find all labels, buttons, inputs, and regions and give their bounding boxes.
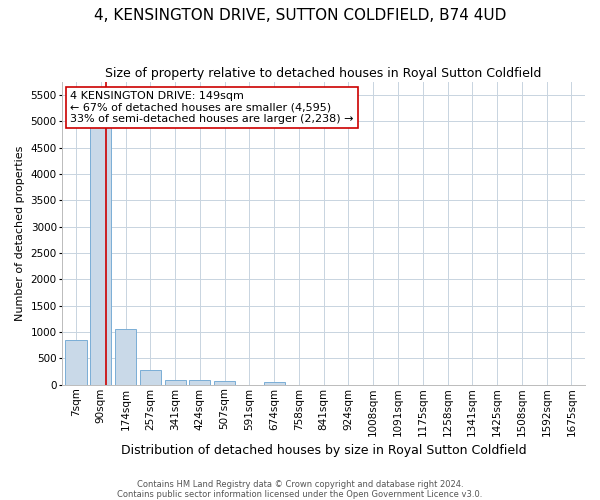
Text: 4 KENSINGTON DRIVE: 149sqm
← 67% of detached houses are smaller (4,595)
33% of s: 4 KENSINGTON DRIVE: 149sqm ← 67% of deta…: [70, 91, 354, 124]
Bar: [263, 382, 284, 384]
Bar: [164, 380, 185, 384]
Bar: [90, 95, 111, 384]
Bar: [140, 370, 161, 384]
X-axis label: Distribution of detached houses by size in Royal Sutton Coldfield: Distribution of detached houses by size …: [121, 444, 526, 458]
Y-axis label: Number of detached properties: Number of detached properties: [15, 146, 25, 321]
Text: Contains HM Land Registry data © Crown copyright and database right 2024.
Contai: Contains HM Land Registry data © Crown c…: [118, 480, 482, 499]
Bar: [190, 380, 211, 384]
Text: 4, KENSINGTON DRIVE, SUTTON COLDFIELD, B74 4UD: 4, KENSINGTON DRIVE, SUTTON COLDFIELD, B…: [94, 8, 506, 22]
Title: Size of property relative to detached houses in Royal Sutton Coldfield: Size of property relative to detached ho…: [106, 68, 542, 80]
Bar: [214, 382, 235, 384]
Bar: [115, 330, 136, 384]
Bar: [65, 340, 86, 384]
